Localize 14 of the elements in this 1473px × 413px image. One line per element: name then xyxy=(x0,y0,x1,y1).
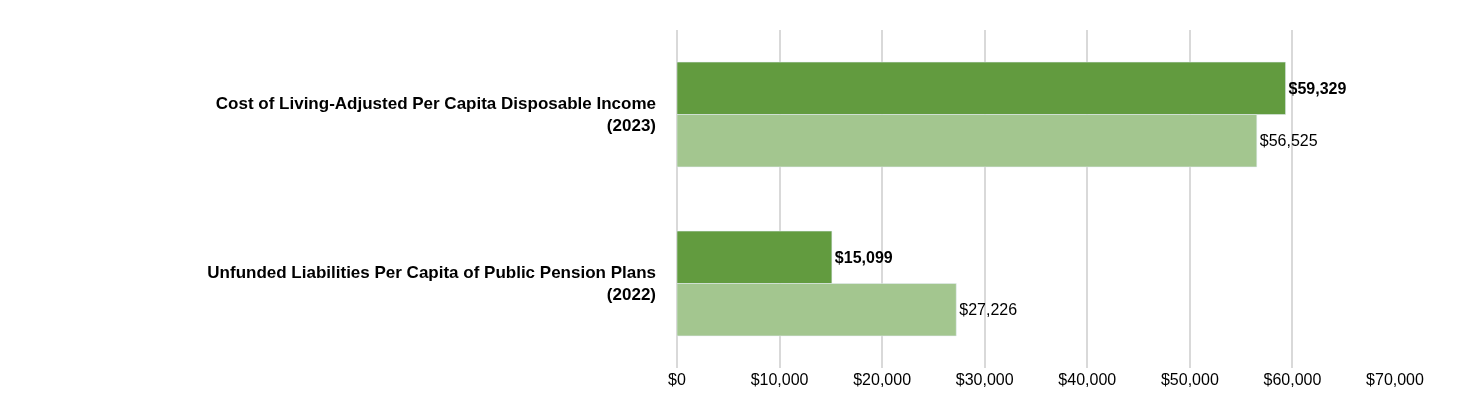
x-tick-label: $40,000 xyxy=(1058,371,1117,388)
x-tick-label: $10,000 xyxy=(750,371,809,388)
data-label: $15,099 xyxy=(834,248,893,266)
x-tick-label: $50,000 xyxy=(1160,371,1219,388)
data-label: $56,525 xyxy=(1259,132,1318,150)
x-tick-label: $70,000 xyxy=(1366,371,1425,388)
x-tick-label: $30,000 xyxy=(955,371,1014,388)
x-tick-label: $20,000 xyxy=(853,371,912,388)
y-tick-label: Unfunded Liabilities Per Capita of Public Pension Plans (2022) xyxy=(207,263,656,305)
y-tick-label: Cost of Living-Adjusted Per Capita Disposable Income (2023) xyxy=(215,94,656,136)
data-label: $59,329 xyxy=(1288,79,1347,97)
x-tick-label: $0 xyxy=(668,371,686,388)
data-label: $27,226 xyxy=(959,301,1018,319)
x-tick-label: $60,000 xyxy=(1263,371,1322,388)
